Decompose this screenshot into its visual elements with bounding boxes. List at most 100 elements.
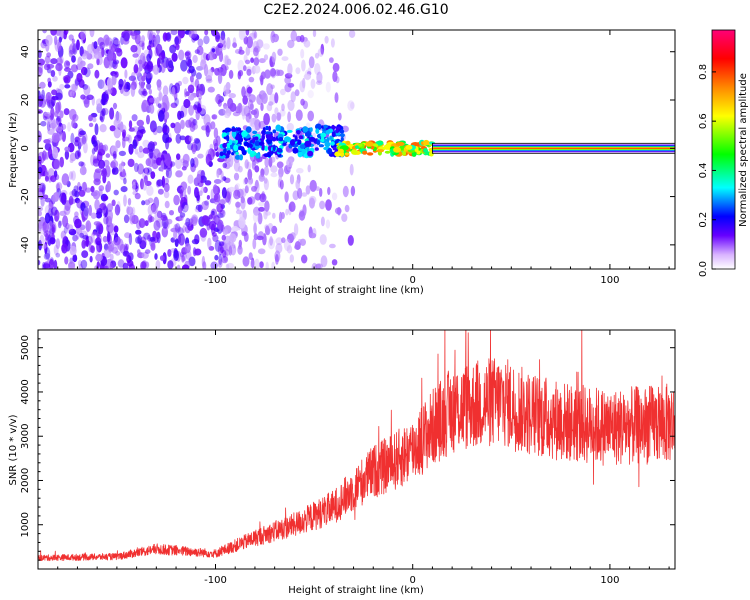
noise-speck (132, 126, 139, 133)
noise-speck (71, 55, 76, 63)
noise-speck (289, 254, 294, 263)
noise-speck (137, 54, 146, 67)
noise-speck (138, 145, 143, 153)
noise-speck (147, 30, 154, 41)
noise-speck (188, 256, 196, 267)
noise-speck (348, 30, 356, 38)
noise-speck (38, 66, 43, 77)
noise-speck (61, 243, 68, 254)
noise-speck (133, 162, 139, 173)
noise-speck (187, 174, 194, 184)
noise-speck (350, 101, 355, 110)
noise-speck (60, 230, 67, 240)
noise-speck (205, 125, 210, 138)
noise-speck (223, 102, 228, 109)
noise-speck (142, 147, 150, 154)
noise-speck (218, 68, 225, 76)
cluster-blob (296, 130, 301, 134)
noise-speck (120, 186, 128, 193)
noise-speck (137, 234, 142, 245)
noise-speck (38, 210, 42, 217)
noise-speck (163, 111, 170, 120)
noise-speck (123, 194, 127, 207)
noise-speck (228, 69, 234, 79)
noise-speck (127, 158, 135, 168)
noise-speck (276, 112, 281, 121)
noise-speck (44, 112, 51, 117)
noise-speck (217, 99, 222, 107)
noise-speck (156, 231, 161, 240)
cluster-blob (340, 133, 345, 138)
noise-speck (309, 179, 317, 192)
noise-speck (319, 200, 326, 210)
cluster-blob (335, 126, 339, 134)
noise-speck (217, 259, 223, 268)
signal-band-layer (432, 147, 675, 149)
noise-speck (249, 103, 254, 111)
noise-speck (93, 41, 98, 50)
noise-speck (344, 204, 350, 213)
noise-speck (314, 52, 320, 59)
noise-speck (165, 170, 170, 177)
noise-speck (295, 67, 301, 75)
noise-speck (54, 174, 60, 181)
cluster-blob (329, 135, 333, 140)
noise-speck (124, 69, 128, 79)
noise-speck (69, 108, 77, 121)
cluster-blob (266, 133, 274, 140)
noise-speck (144, 220, 149, 227)
noise-speck (42, 150, 47, 161)
noise-speck (224, 55, 229, 67)
noise-speck (287, 82, 295, 88)
noise-speck (188, 95, 195, 101)
noise-speck (248, 94, 256, 103)
noise-speck (113, 232, 119, 243)
y-tick-label: 4000 (20, 379, 31, 404)
cluster-blob (307, 150, 314, 157)
noise-speck (204, 200, 210, 206)
noise-speck (81, 239, 86, 249)
noise-speck (191, 216, 198, 227)
converging-blob (337, 148, 344, 154)
colorbar-tick-label: 0.4 (698, 162, 709, 178)
noise-speck (295, 179, 301, 190)
noise-speck (185, 56, 192, 67)
noise-speck (216, 169, 220, 178)
noise-speck (67, 122, 71, 132)
noise-speck (81, 250, 89, 258)
snr-panel: -100 0 100 1000 2000 3000 4000 5000 Height of … (8, 329, 676, 596)
noise-speck (138, 59, 143, 65)
converging-blob (365, 141, 374, 147)
noise-speck (102, 235, 108, 243)
noise-speck (262, 43, 270, 50)
noise-speck (149, 148, 154, 159)
noise-speck (177, 226, 182, 233)
noise-speck (155, 43, 163, 57)
noise-speck (123, 177, 127, 185)
noise-speck (162, 132, 170, 144)
noise-speck (204, 30, 209, 36)
noise-speck (147, 141, 155, 152)
noise-speck (128, 233, 133, 245)
noise-speck (44, 247, 51, 260)
noise-speck (98, 159, 106, 169)
noise-speck (169, 161, 176, 167)
noise-speck (180, 59, 188, 72)
noise-speck (101, 108, 106, 117)
noise-speck (311, 262, 318, 269)
snr-y-ticks: 1000 2000 3000 4000 5000 (20, 329, 675, 561)
cluster-blob (324, 141, 331, 148)
converging-blob (384, 150, 391, 154)
noise-speck (140, 261, 147, 269)
noise-speck (44, 55, 51, 64)
converging-blob (402, 150, 407, 156)
noise-speck (243, 105, 251, 117)
converging-blob (395, 141, 405, 147)
x-tick-label: 0 (410, 575, 416, 586)
noise-speck (214, 254, 219, 261)
noise-speck (174, 82, 181, 94)
noise-speck (277, 112, 282, 121)
noise-speck (45, 151, 49, 160)
noise-speck (128, 252, 134, 261)
